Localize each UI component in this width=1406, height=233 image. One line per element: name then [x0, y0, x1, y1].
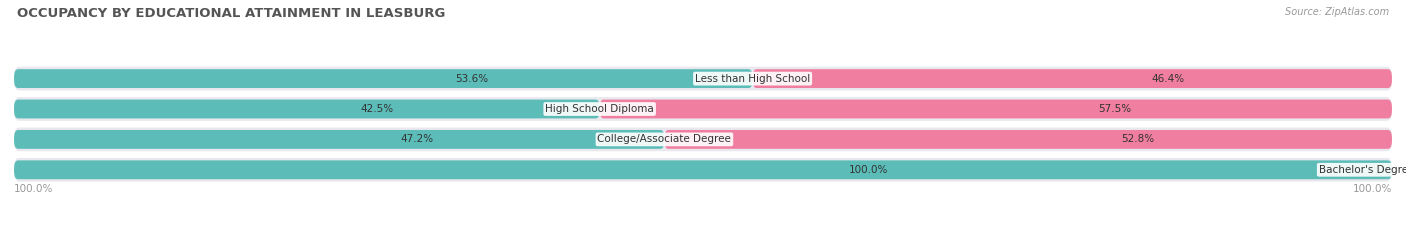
- Text: OCCUPANCY BY EDUCATIONAL ATTAINMENT IN LEASBURG: OCCUPANCY BY EDUCATIONAL ATTAINMENT IN L…: [17, 7, 446, 20]
- Text: 100.0%: 100.0%: [1353, 184, 1392, 194]
- Text: 47.2%: 47.2%: [401, 134, 434, 144]
- Text: 57.5%: 57.5%: [1098, 104, 1132, 114]
- FancyBboxPatch shape: [14, 127, 1392, 151]
- Text: 46.4%: 46.4%: [1152, 74, 1185, 84]
- Text: Source: ZipAtlas.com: Source: ZipAtlas.com: [1285, 7, 1389, 17]
- FancyBboxPatch shape: [14, 99, 599, 118]
- FancyBboxPatch shape: [14, 130, 665, 149]
- Legend: Owner-occupied, Renter-occupied: Owner-occupied, Renter-occupied: [583, 229, 823, 233]
- FancyBboxPatch shape: [14, 69, 752, 88]
- FancyBboxPatch shape: [14, 67, 1392, 90]
- FancyBboxPatch shape: [752, 69, 1392, 88]
- Text: 100.0%: 100.0%: [849, 165, 889, 175]
- Text: 100.0%: 100.0%: [14, 184, 53, 194]
- FancyBboxPatch shape: [14, 160, 1392, 179]
- Text: Bachelor's Degree or higher: Bachelor's Degree or higher: [1319, 165, 1406, 175]
- Text: 52.8%: 52.8%: [1121, 134, 1154, 144]
- Text: College/Associate Degree: College/Associate Degree: [598, 134, 731, 144]
- FancyBboxPatch shape: [599, 99, 1392, 118]
- FancyBboxPatch shape: [14, 97, 1392, 121]
- Text: 42.5%: 42.5%: [360, 104, 394, 114]
- Text: High School Diploma: High School Diploma: [546, 104, 654, 114]
- Text: Less than High School: Less than High School: [695, 74, 810, 84]
- FancyBboxPatch shape: [665, 130, 1392, 149]
- Text: 53.6%: 53.6%: [456, 74, 488, 84]
- FancyBboxPatch shape: [14, 158, 1392, 182]
